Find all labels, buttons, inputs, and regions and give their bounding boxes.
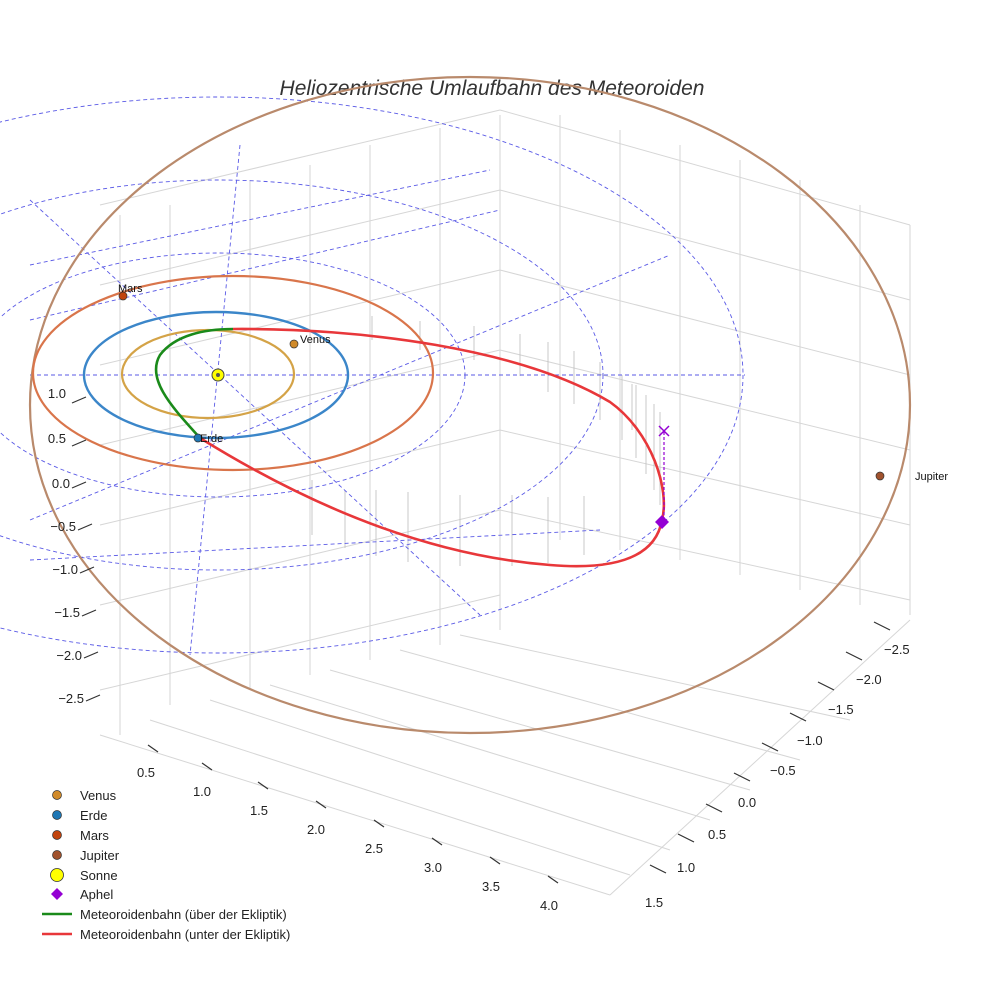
legend-mars-swatch (52, 830, 62, 840)
y-tick: 1.0 (677, 860, 695, 875)
venus-marker (289, 339, 299, 349)
z-tick: −2.5 (58, 691, 84, 706)
legend-aphel-label: Aphel (80, 887, 113, 902)
legend-jupiter-swatch (52, 850, 62, 860)
z-tick: 1.0 (48, 386, 66, 401)
y-tick: −1.5 (828, 702, 854, 717)
x-tick: 3.5 (482, 879, 500, 894)
erde-label: Erde (200, 433, 223, 445)
z-axis: 1.0 0.5 0.0 −0.5 −1.0 −1.5 −2.0 −2.5 (48, 386, 101, 706)
legend-jupiter-label: Jupiter (80, 848, 120, 863)
aphel-marker (655, 515, 669, 529)
mars-label: Mars (118, 283, 143, 295)
projection-droplines (311, 316, 661, 566)
meteoroid-orbit-above (154, 327, 234, 439)
legend-sonne-swatch (50, 868, 64, 882)
x-tick: 2.5 (365, 841, 383, 856)
jupiter-marker (875, 471, 885, 481)
venus-label: Venus (300, 334, 331, 346)
z-tick: −1.5 (54, 605, 80, 620)
z-tick: −1.0 (52, 562, 78, 577)
orbit-jupiter (28, 75, 912, 735)
erde-marker (193, 433, 203, 443)
x-axis: 0.5 1.0 1.5 2.0 2.5 3.0 3.5 4.0 (137, 744, 559, 913)
legend-erde-label: Erde (80, 808, 107, 823)
legend-mars-label: Mars (80, 828, 109, 843)
ecliptic-reference-grid (0, 96, 745, 656)
z-tick: 0.5 (48, 431, 66, 446)
x-tick: 0.5 (137, 765, 155, 780)
y-tick: −0.5 (770, 763, 796, 778)
y-axis: −2.5 −2.0 −1.5 −1.0 −0.5 0.0 0.5 1.0 1.5 (645, 621, 910, 910)
x-tick: 1.0 (193, 784, 211, 799)
x-tick: 2.0 (307, 822, 325, 837)
y-tick: 1.5 (645, 895, 663, 910)
y-tick: −2.0 (856, 672, 882, 687)
mars-marker (118, 291, 128, 301)
legend-sonne-label: Sonne (80, 868, 118, 883)
legend-below-label: Meteoroidenbahn (unter der Ekliptik) (80, 927, 290, 942)
z-tick: 0.0 (52, 476, 70, 491)
grid-lines (99, 109, 911, 896)
y-tick: −2.5 (884, 642, 910, 657)
y-tick: 0.5 (708, 827, 726, 842)
z-tick: −2.0 (56, 648, 82, 663)
orbit-venus (120, 328, 296, 420)
jupiter-label: Jupiter (915, 471, 948, 483)
chart-title: Heliozentrische Umlaufbahn des Meteoroid… (280, 77, 705, 100)
y-tick: −1.0 (797, 733, 823, 748)
x-tick: 1.5 (250, 803, 268, 818)
orbit-mars (31, 274, 435, 472)
legend-venus-swatch (52, 790, 62, 800)
legend: Venus Erde Mars Jupiter Sonne Aphel Mete… (42, 788, 290, 942)
y-tick: 0.0 (738, 795, 756, 810)
x-tick: 4.0 (540, 898, 558, 913)
legend-erde-swatch (52, 810, 62, 820)
orbit-erde (82, 310, 350, 440)
sun-center-dot (216, 373, 220, 377)
legend-above-label: Meteoroidenbahn (über der Ekliptik) (80, 907, 287, 922)
legend-venus-label: Venus (80, 788, 117, 803)
planet-orbits (28, 75, 912, 735)
x-tick: 3.0 (424, 860, 442, 875)
legend-aphel-swatch (51, 888, 63, 900)
z-tick: −0.5 (50, 519, 76, 534)
aphel-projection-cross (658, 425, 670, 437)
